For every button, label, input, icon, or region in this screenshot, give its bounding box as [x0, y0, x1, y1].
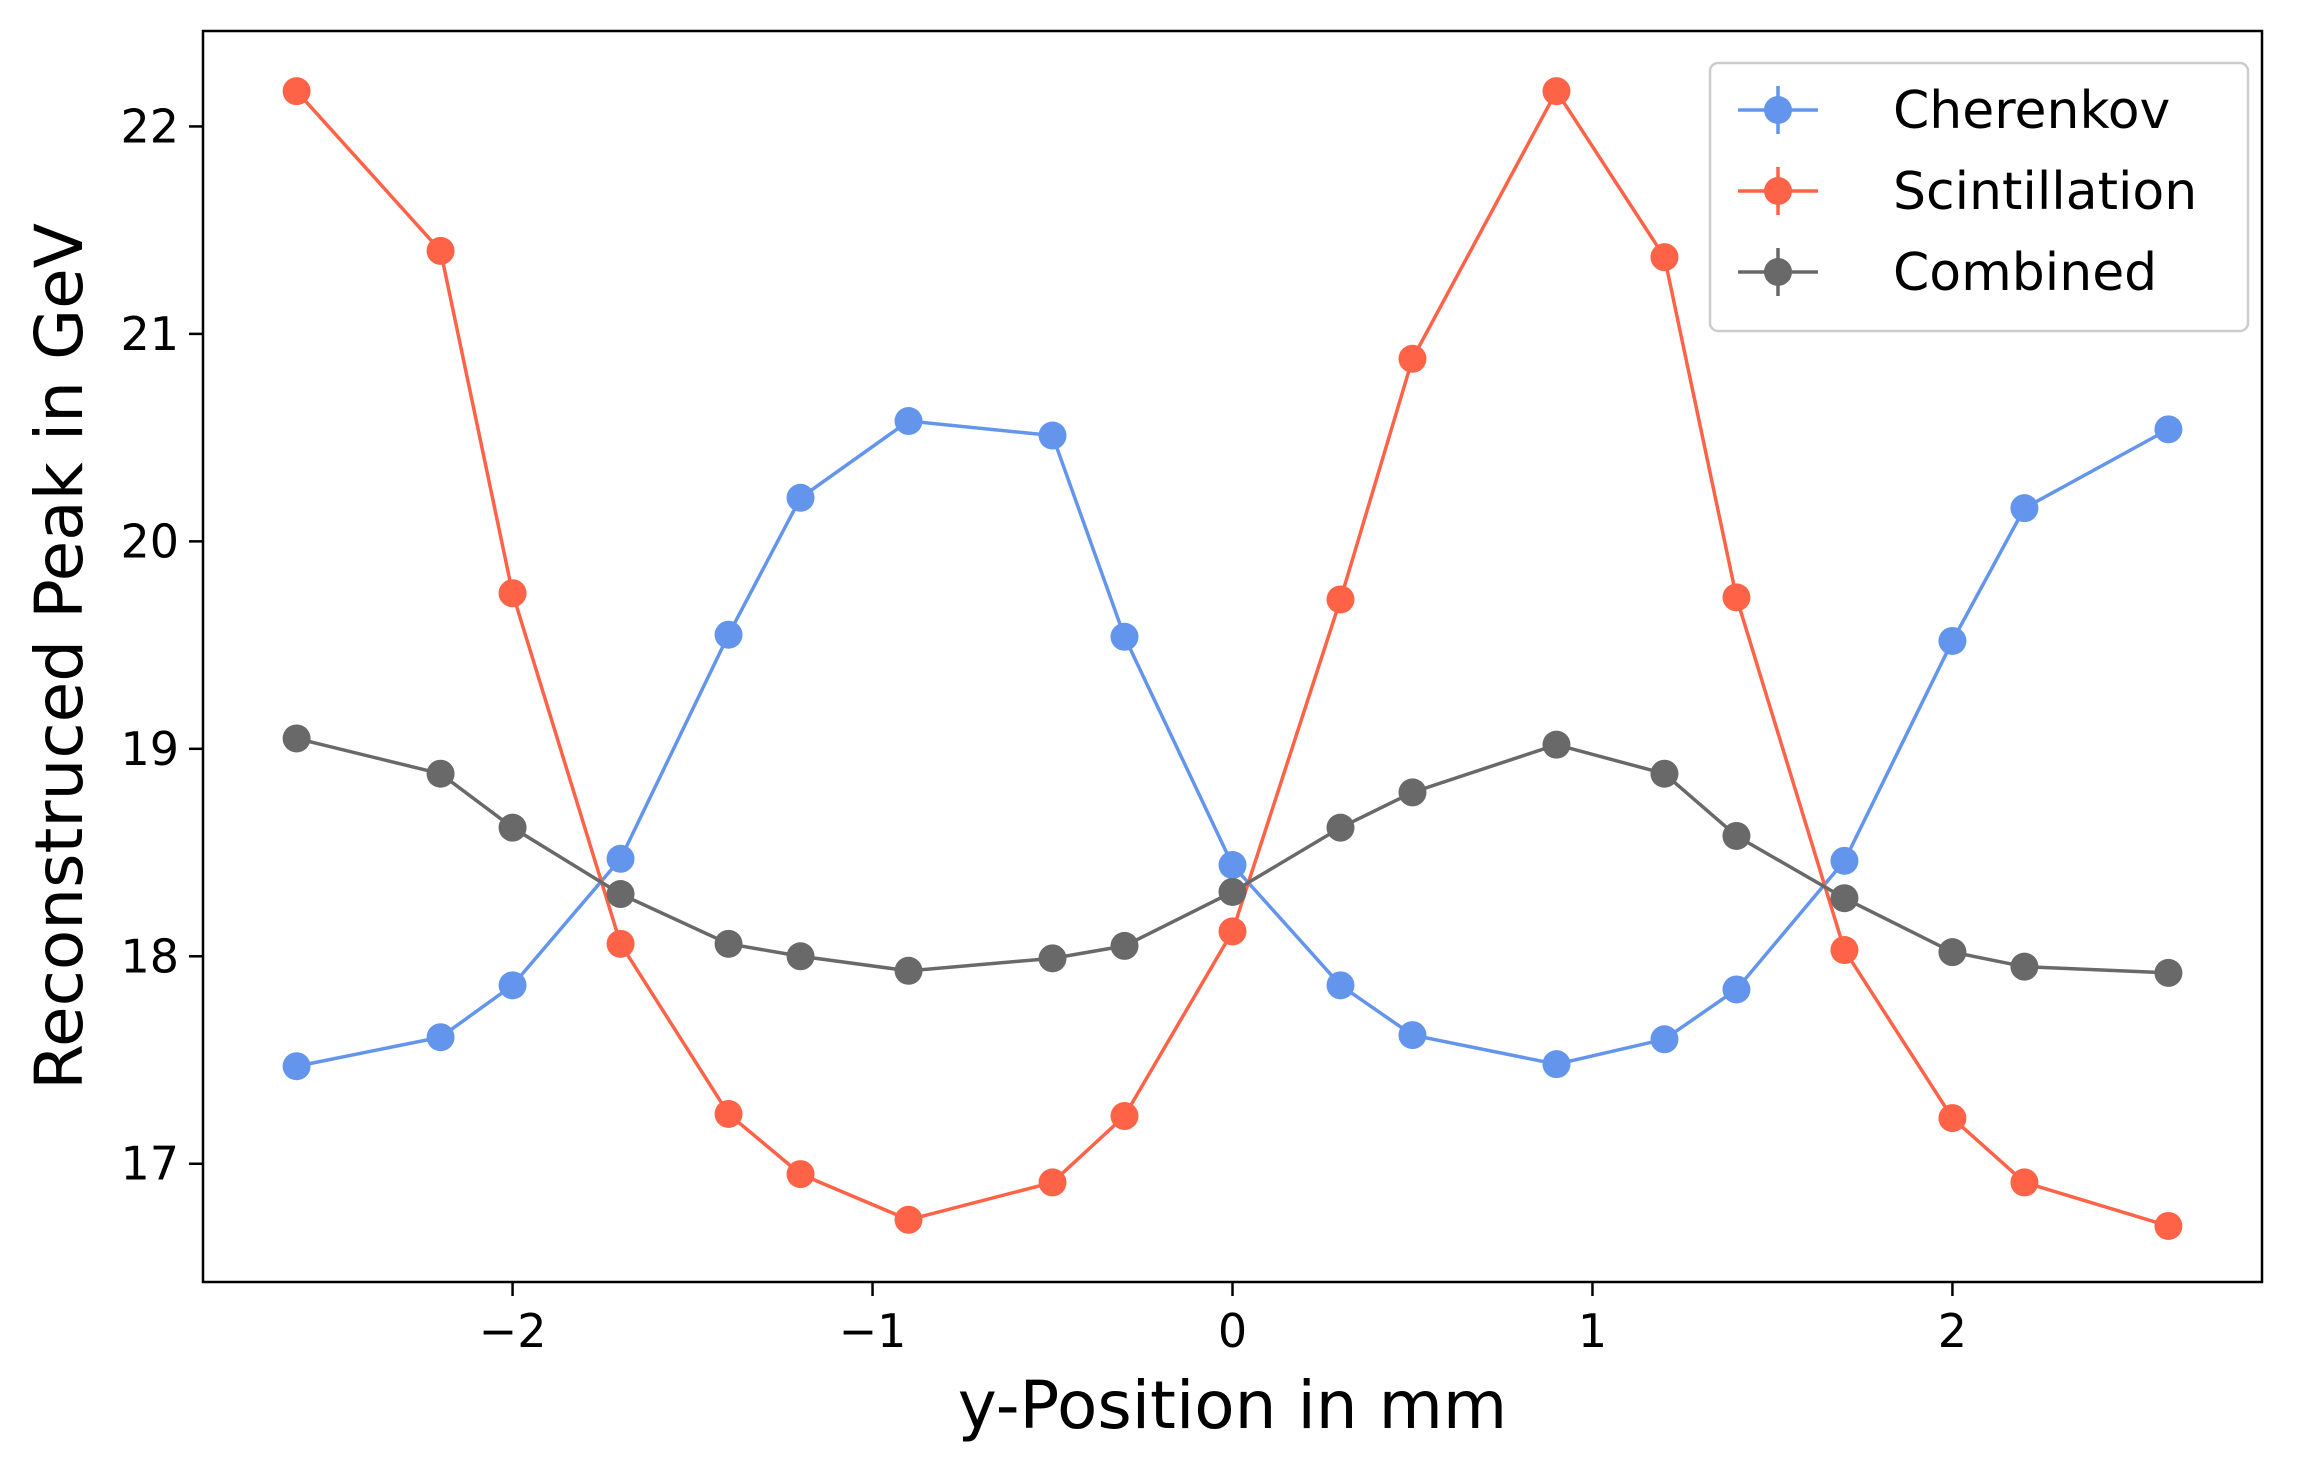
cherenkov-point — [1830, 846, 1859, 875]
scintillation-point — [1326, 585, 1355, 614]
scintillation-point — [282, 77, 311, 106]
legend: Cherenkov Scintillation Combined — [1708, 61, 2250, 333]
combined-point — [426, 759, 455, 788]
cherenkov-point — [894, 407, 923, 436]
scintillation-point — [1650, 243, 1679, 272]
combined-point — [2010, 952, 2039, 981]
combined-point — [1938, 938, 1967, 967]
scintillation-point — [1938, 1104, 1967, 1133]
y-tick-label: 21 — [120, 307, 179, 361]
combined-point — [498, 813, 527, 842]
cherenkov-point — [786, 483, 815, 512]
scintillation-point — [894, 1205, 923, 1234]
cherenkov-point — [1722, 975, 1751, 1004]
legend-scintillation-label: Scintillation — [1893, 162, 2197, 222]
combined-point — [714, 929, 743, 958]
cherenkov-point — [282, 1052, 311, 1081]
legend-combined-marker — [1764, 258, 1792, 286]
combined-point — [282, 724, 311, 753]
y-tick-label: 19 — [120, 722, 179, 776]
x-tick-label: 2 — [1938, 1304, 1967, 1358]
legend-cherenkov-marker — [1764, 96, 1792, 124]
combined-point — [1650, 759, 1679, 788]
y-axis-label: Reconstruced Peak in GeV — [21, 223, 98, 1090]
x-axis: −2 −1 0 1 2 — [479, 1282, 1967, 1358]
scintillation-point — [714, 1099, 743, 1128]
legend-scintillation-marker — [1764, 177, 1792, 205]
cherenkov-point — [1938, 626, 1967, 655]
combined-point — [894, 956, 923, 985]
scintillation-point — [1542, 77, 1571, 106]
y-tick-label: 17 — [120, 1137, 179, 1191]
cherenkov-point — [498, 971, 527, 1000]
cherenkov-point — [1542, 1050, 1571, 1079]
combined-point — [1542, 730, 1571, 759]
cherenkov-point — [1326, 971, 1355, 1000]
cherenkov-point — [606, 844, 635, 873]
scintillation-point — [1218, 917, 1247, 946]
cherenkov-point — [2010, 494, 2039, 523]
cherenkov-point — [714, 620, 743, 649]
combined-point — [606, 880, 635, 909]
scintillation-point — [426, 236, 455, 265]
combined-point — [1722, 821, 1751, 850]
y-tick-label: 18 — [120, 929, 179, 983]
cherenkov-line — [296, 419, 2170, 1068]
scintillation-point — [786, 1160, 815, 1189]
scintillation-point — [1722, 583, 1751, 612]
x-tick-label: −2 — [479, 1304, 547, 1358]
x-axis-label: y-Position in mm — [958, 1367, 1507, 1444]
cherenkov-point — [1398, 1021, 1427, 1050]
legend-box — [1708, 61, 2250, 333]
cherenkov-point — [1110, 622, 1139, 651]
y-tick-label: 22 — [120, 99, 179, 153]
cherenkov-point — [2154, 415, 2183, 444]
x-tick-label: 1 — [1578, 1304, 1607, 1358]
cherenkov-point — [426, 1023, 455, 1052]
scintillation-point — [1038, 1168, 1067, 1197]
combined-point — [786, 942, 815, 971]
scintillation-point — [498, 579, 527, 608]
y-axis: 17 18 19 20 21 22 — [120, 99, 203, 1191]
legend-combined-label: Combined — [1893, 243, 2157, 303]
cherenkov-point — [1650, 1025, 1679, 1054]
series-layer — [282, 77, 2183, 1240]
cherenkov-point — [1218, 851, 1247, 879]
scintillation-point — [1830, 936, 1859, 965]
combined-point — [1326, 813, 1355, 842]
combined-point — [1038, 944, 1067, 973]
x-tick-label: −1 — [839, 1304, 907, 1358]
y-tick-label: 20 — [120, 514, 179, 568]
scintillation-point — [2154, 1211, 2183, 1240]
cherenkov-point — [1038, 421, 1067, 450]
scintillation-point — [1398, 344, 1427, 373]
combined-point — [1110, 931, 1139, 960]
combined-point — [1398, 778, 1427, 807]
scintillation-point — [606, 929, 635, 958]
combined-point — [2154, 958, 2183, 987]
x-tick-label: 0 — [1218, 1304, 1247, 1358]
scintillation-point — [1110, 1102, 1139, 1131]
legend-cherenkov-label: Cherenkov — [1893, 81, 2170, 141]
scintillation-point — [2010, 1168, 2039, 1197]
combined-point — [1830, 884, 1859, 913]
combined-point — [1218, 877, 1247, 906]
